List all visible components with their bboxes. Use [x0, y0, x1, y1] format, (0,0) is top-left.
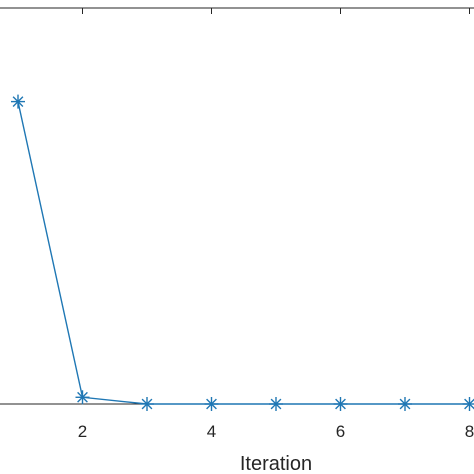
data-point-marker	[269, 397, 283, 411]
data-point-marker	[333, 397, 348, 411]
x-axis-label: Iteration	[240, 453, 312, 474]
x-tick-label: 4	[207, 422, 216, 441]
data-point-marker	[75, 390, 90, 405]
data-point-marker	[462, 397, 474, 411]
data-point-marker	[398, 397, 412, 411]
x-ticks: 2 4 6 8	[78, 8, 474, 441]
x-tick-label: 8	[465, 422, 474, 441]
x-tick-label: 2	[78, 422, 87, 441]
data-point-marker	[11, 94, 25, 109]
x-tick-label: 6	[336, 422, 345, 441]
series-line	[17, 101, 470, 405]
data-point-marker	[204, 397, 219, 411]
series-layer	[11, 94, 474, 411]
data-point-marker	[140, 397, 154, 411]
